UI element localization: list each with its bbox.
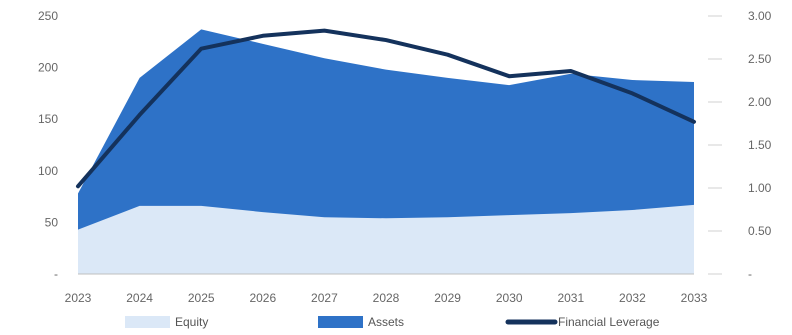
left-tick-label: 250 xyxy=(38,9,58,23)
right-tick-label: - xyxy=(748,267,752,281)
right-tick-label: 1.50 xyxy=(748,138,772,152)
x-tick-label: 2029 xyxy=(434,291,461,305)
equity-legend-label: Equity xyxy=(175,315,208,329)
financial-leverage-line xyxy=(76,28,696,189)
x-tick-label: 2032 xyxy=(619,291,646,305)
right-y-axis: - 0.50 1.00 1.50 2.00 2.50 3.00 xyxy=(708,9,772,281)
x-tick-label: 2027 xyxy=(311,291,338,305)
right-tick-label: 3.00 xyxy=(748,9,772,23)
x-tick-label: 2028 xyxy=(373,291,400,305)
equity-area xyxy=(78,204,694,274)
x-tick-label: 2024 xyxy=(126,291,153,305)
x-axis: 2023 2024 2025 2026 2027 2028 2029 2030 2031 2032… xyxy=(65,273,708,305)
x-tick-label: 2030 xyxy=(496,291,523,305)
left-y-axis: - 50 100 150 200 250 xyxy=(38,9,58,281)
equity-legend-swatch xyxy=(125,316,170,328)
assets-legend-swatch xyxy=(318,316,363,328)
assets-legend-label: Assets xyxy=(368,315,404,329)
legend: Equity Assets Financial Leverage xyxy=(125,315,660,329)
left-tick-label: 150 xyxy=(38,112,58,126)
left-tick-label: 50 xyxy=(45,215,59,229)
right-tick-label: 2.00 xyxy=(748,95,772,109)
left-tick-label: 200 xyxy=(38,61,58,75)
x-tick-label: 2023 xyxy=(65,291,92,305)
financial-leverage-legend-label: Financial Leverage xyxy=(558,315,660,329)
x-tick-label: 2026 xyxy=(249,291,276,305)
plot-area xyxy=(76,28,696,275)
x-tick-label: 2025 xyxy=(188,291,215,305)
left-tick-label: 100 xyxy=(38,164,58,178)
right-tick-label: 2.50 xyxy=(748,52,772,66)
right-tick-label: 1.00 xyxy=(748,181,772,195)
right-tick-label: 0.50 xyxy=(748,224,772,238)
left-tick-label: - xyxy=(54,267,58,281)
x-tick-label: 2031 xyxy=(557,291,584,305)
x-tick-label: 2033 xyxy=(681,291,708,305)
